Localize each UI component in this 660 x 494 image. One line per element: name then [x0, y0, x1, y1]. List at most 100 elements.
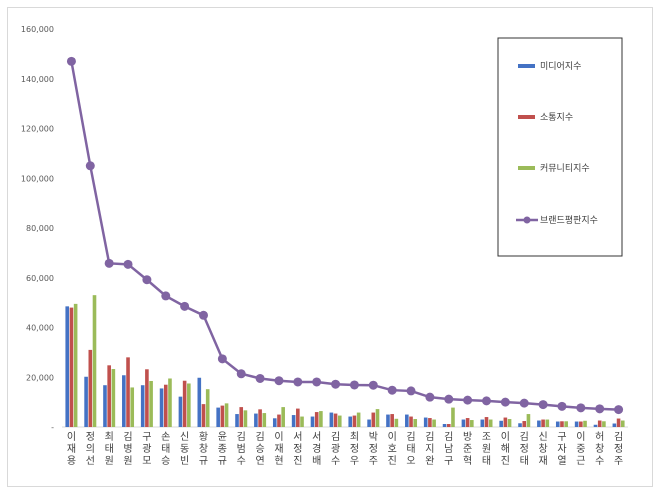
bar: [333, 413, 338, 427]
bar: [579, 421, 583, 427]
bar: [602, 421, 606, 427]
bar: [310, 416, 315, 427]
bar: [470, 420, 474, 427]
line-point: [519, 398, 529, 408]
bar: [545, 419, 550, 427]
bar: [593, 424, 598, 427]
line-point: [595, 404, 605, 414]
bar: [352, 415, 357, 427]
bar: [163, 384, 168, 427]
line-point: [217, 354, 227, 364]
bar: [122, 375, 126, 427]
bar: [103, 385, 107, 427]
bar: [409, 416, 413, 427]
bar: [88, 349, 93, 427]
bar: [281, 407, 285, 427]
line-point: [104, 258, 114, 268]
bar: [503, 417, 508, 427]
line-point: [312, 377, 322, 387]
bar: [620, 420, 625, 427]
line-point: [331, 379, 341, 389]
legend-label: 미디어지수: [540, 61, 581, 72]
bar: [522, 421, 527, 427]
y-tick-label: 100,000: [21, 174, 54, 183]
bar: [461, 419, 466, 427]
line-point: [463, 395, 473, 405]
bar: [149, 380, 153, 427]
line-point: [236, 369, 246, 379]
line-point: [538, 400, 548, 410]
bar-series: [65, 295, 625, 427]
bar: [291, 415, 296, 427]
line-point: [142, 275, 152, 285]
bar: [507, 419, 512, 427]
bar: [187, 383, 191, 427]
bar: [111, 369, 116, 427]
bar: [92, 295, 97, 427]
bar: [258, 409, 262, 427]
bar: [375, 409, 380, 427]
bar: [205, 389, 210, 427]
bar: [612, 423, 617, 427]
line-point: [180, 301, 190, 311]
bar: [367, 419, 371, 427]
bar: [197, 377, 202, 427]
bar: [65, 306, 70, 427]
y-tick-label: 120,000: [21, 125, 54, 134]
bar: [262, 413, 267, 427]
bar: [432, 419, 436, 427]
line-point: [161, 291, 171, 301]
bar: [272, 418, 277, 427]
bar: [73, 303, 78, 427]
legend-label: 브랜드평판지수: [540, 215, 598, 226]
bar: [465, 418, 470, 427]
y-tick-label: 80,000: [26, 224, 54, 233]
bar: [555, 421, 560, 427]
legend-label: 커뮤니티지수: [540, 163, 590, 174]
bar: [583, 420, 587, 427]
line-point: [482, 396, 491, 406]
line-point: [500, 397, 510, 407]
line-point: [576, 403, 586, 413]
bar: [390, 414, 394, 427]
chart-frame: [7, 7, 653, 487]
bar: [405, 414, 409, 427]
line-series: [66, 56, 624, 415]
x-axis: 이 재 용 정 의 선 최 태 원 김 병 원 구 광 모 손 태 승 신 동 빈 황 창 규 윤 종 규 김 범 수 김 승 연 이 재 현 서 정 진 서…: [67, 431, 623, 467]
bar: [488, 419, 493, 427]
line-point: [368, 380, 378, 390]
line-point: [406, 386, 416, 396]
bar: [159, 388, 164, 427]
bar: [442, 424, 447, 427]
bar: [446, 424, 451, 427]
bar: [541, 419, 545, 427]
bar: [348, 416, 353, 427]
y-tick-label: 20,000: [26, 373, 54, 382]
legend-swatch-marker: [523, 216, 531, 224]
bar: [126, 357, 130, 427]
legend-swatch: [518, 64, 535, 68]
bar: [182, 380, 187, 427]
y-tick-label: -: [51, 423, 54, 432]
legend-swatch: [518, 115, 535, 119]
bar: [337, 415, 342, 427]
bar: [220, 405, 225, 427]
bar: [69, 307, 74, 427]
line-point: [557, 401, 567, 411]
bar: [560, 421, 564, 427]
